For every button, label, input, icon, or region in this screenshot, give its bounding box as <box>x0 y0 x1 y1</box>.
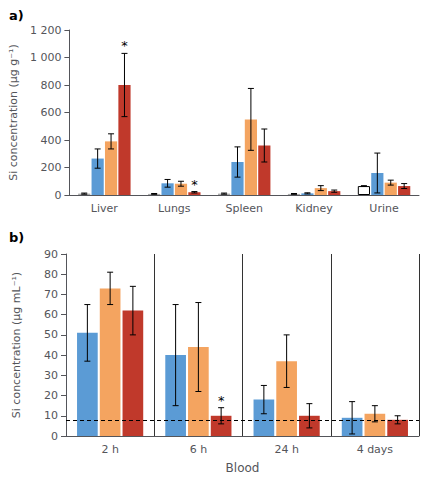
svg-text:6 h: 6 h <box>190 443 207 456</box>
svg-text:0: 0 <box>54 189 61 202</box>
svg-text:1 000: 1 000 <box>30 51 62 64</box>
svg-text:a): a) <box>9 8 24 23</box>
svg-text:Kidney: Kidney <box>295 202 333 215</box>
svg-text:Blood: Blood <box>226 461 260 475</box>
svg-text:*: * <box>218 393 225 408</box>
svg-text:400: 400 <box>40 134 61 147</box>
svg-text:Si concentration (µg mL⁻¹): Si concentration (µg mL⁻¹) <box>10 272 23 418</box>
svg-text:b): b) <box>9 230 24 245</box>
svg-text:600: 600 <box>40 106 61 119</box>
svg-text:20: 20 <box>44 389 58 402</box>
svg-text:Liver: Liver <box>91 202 118 215</box>
svg-text:0: 0 <box>51 430 58 443</box>
svg-text:Urine: Urine <box>369 202 399 215</box>
svg-text:50: 50 <box>44 328 58 341</box>
svg-text:40: 40 <box>44 349 58 362</box>
svg-text:Spleen: Spleen <box>225 202 263 215</box>
svg-text:70: 70 <box>44 288 58 301</box>
svg-text:2 h: 2 h <box>101 443 118 456</box>
svg-text:30: 30 <box>44 369 58 382</box>
svg-text:80: 80 <box>44 268 58 281</box>
svg-text:4 days: 4 days <box>357 443 394 456</box>
svg-text:1 200: 1 200 <box>30 24 62 37</box>
svg-text:*: * <box>191 177 198 192</box>
svg-text:Si concentration (µg g⁻¹): Si concentration (µg g⁻¹) <box>7 44 20 180</box>
svg-text:800: 800 <box>40 79 61 92</box>
svg-text:60: 60 <box>44 308 58 321</box>
svg-text:*: * <box>121 38 128 53</box>
svg-text:200: 200 <box>40 161 61 174</box>
svg-text:Lungs: Lungs <box>158 202 191 215</box>
svg-text:24 h: 24 h <box>274 443 298 456</box>
svg-text:10: 10 <box>44 409 58 422</box>
svg-text:90: 90 <box>44 248 58 261</box>
